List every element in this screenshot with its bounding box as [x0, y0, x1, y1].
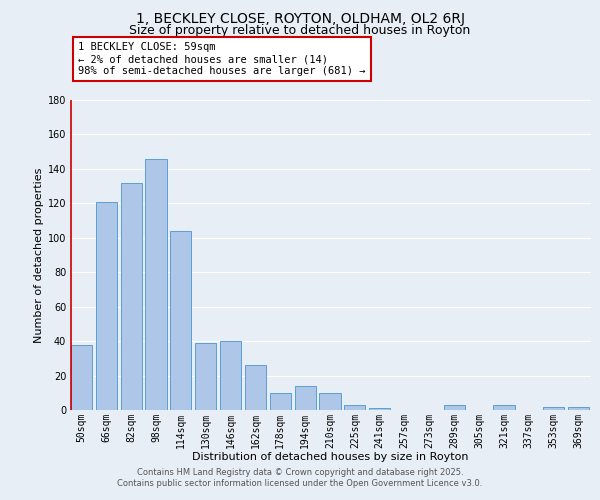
- Bar: [543, 406, 564, 410]
- X-axis label: Distribution of detached houses by size in Royton: Distribution of detached houses by size …: [192, 452, 468, 462]
- Bar: [444, 405, 465, 410]
- Bar: [369, 408, 390, 410]
- Bar: [295, 386, 316, 410]
- Text: Contains HM Land Registry data © Crown copyright and database right 2025.
Contai: Contains HM Land Registry data © Crown c…: [118, 468, 482, 487]
- Bar: [121, 182, 142, 410]
- Bar: [319, 393, 341, 410]
- Bar: [220, 341, 241, 410]
- Bar: [245, 365, 266, 410]
- Bar: [96, 202, 117, 410]
- Bar: [493, 405, 515, 410]
- Bar: [71, 344, 92, 410]
- Text: 1, BECKLEY CLOSE, ROYTON, OLDHAM, OL2 6RJ: 1, BECKLEY CLOSE, ROYTON, OLDHAM, OL2 6R…: [136, 12, 464, 26]
- Bar: [195, 343, 216, 410]
- Bar: [170, 231, 191, 410]
- Bar: [270, 393, 291, 410]
- Bar: [344, 405, 365, 410]
- Bar: [568, 406, 589, 410]
- Text: 1 BECKLEY CLOSE: 59sqm
← 2% of detached houses are smaller (14)
98% of semi-deta: 1 BECKLEY CLOSE: 59sqm ← 2% of detached …: [78, 42, 365, 76]
- Text: Size of property relative to detached houses in Royton: Size of property relative to detached ho…: [130, 24, 470, 37]
- Y-axis label: Number of detached properties: Number of detached properties: [34, 168, 44, 342]
- Bar: [145, 158, 167, 410]
